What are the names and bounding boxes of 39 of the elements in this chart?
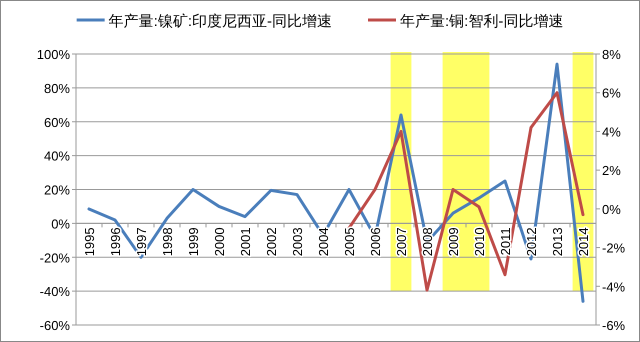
y2-tick-label: -4% <box>602 279 626 294</box>
y2-tick-label: -6% <box>602 318 626 333</box>
y-tick-label: 100% <box>36 47 70 62</box>
x-tick-label: 2006 <box>368 227 383 256</box>
x-tick-label: 2014 <box>576 227 591 256</box>
x-tick-label: 2013 <box>550 227 565 256</box>
x-tick-label: 2003 <box>290 227 305 256</box>
y-tick-label: 40% <box>44 148 70 164</box>
x-tick-label: 2012 <box>524 227 539 256</box>
y-tick-label: 20% <box>44 182 70 198</box>
x-tick-label: 2008 <box>420 227 435 256</box>
y2-tick-label: 8% <box>602 47 622 62</box>
x-tick-label: 1997 <box>134 227 149 256</box>
x-tick-label: 2002 <box>264 227 279 256</box>
y-tick-label: -20% <box>40 250 70 266</box>
x-tick-label: 2004 <box>316 227 331 256</box>
y-tick-label: 0% <box>51 216 70 232</box>
x-tick-label: 1998 <box>160 227 175 256</box>
legend-label: 年产量:铜:智利-同比增速 <box>400 13 564 30</box>
x-tick-label: 2009 <box>446 227 461 256</box>
y2-tick-label: 4% <box>602 124 622 140</box>
y-tick-label: 80% <box>44 80 70 96</box>
x-tick-label: 2001 <box>238 227 253 256</box>
x-tick-label: 2005 <box>342 227 357 256</box>
x-tick-label: 2007 <box>394 227 409 256</box>
y2-tick-label: 2% <box>602 163 622 178</box>
x-tick-label: 2011 <box>498 227 513 256</box>
legend-label: 年产量:镍矿:印度尼西亚-同比增速 <box>108 13 332 30</box>
y2-tick-label: -2% <box>602 240 626 256</box>
y-tick-label: -60% <box>40 318 70 333</box>
y2-tick-label: 6% <box>602 86 622 101</box>
y-tick-label: 60% <box>44 114 70 130</box>
x-tick-label: 1996 <box>108 227 123 256</box>
x-tick-label: 1999 <box>186 227 201 256</box>
y-tick-label: -40% <box>40 284 70 300</box>
x-tick-label: 2000 <box>212 227 227 256</box>
x-tick-label: 2010 <box>472 227 487 256</box>
x-tick-label: 1995 <box>82 227 97 256</box>
y2-tick-label: 0% <box>602 202 622 217</box>
